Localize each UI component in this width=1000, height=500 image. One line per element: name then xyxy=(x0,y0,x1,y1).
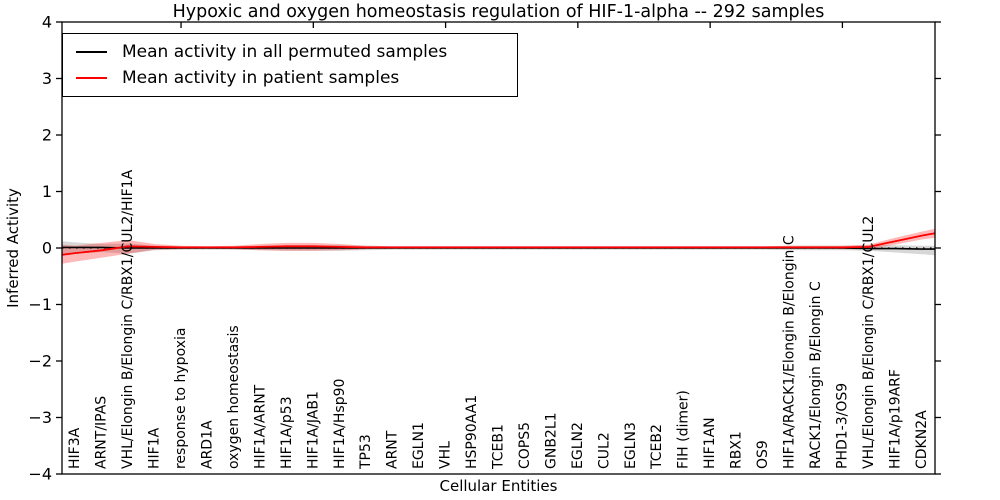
y-tick-label: 4 xyxy=(42,13,52,32)
confidence-band-1 xyxy=(62,228,935,264)
x-tick-label: HIF1A/p53 xyxy=(279,396,295,469)
x-tick-label: OS9 xyxy=(755,440,771,469)
legend-label: Mean activity in all permuted samples xyxy=(122,42,448,62)
y-tick-label: 0 xyxy=(42,239,52,258)
x-tick-label: TP53 xyxy=(358,434,374,470)
x-tick-label: HIF1A/Hsp90 xyxy=(332,379,348,469)
legend-item-permuted: Mean activity in all permuted samples xyxy=(76,39,517,65)
x-tick-label: oxygen homeostasis xyxy=(226,325,242,469)
legend-item-patient: Mean activity in patient samples xyxy=(76,65,517,91)
x-tick-label: COPS5 xyxy=(517,422,533,469)
x-tick-label: CDKN2A xyxy=(914,410,930,469)
y-tick-label: 2 xyxy=(42,126,52,145)
x-tick-label: ARNT xyxy=(385,430,401,469)
x-tick-label: EGLN1 xyxy=(411,422,427,469)
x-tick-label: HIF1A/ARNT xyxy=(252,384,268,469)
x-tick-label: HIF1A/JAB1 xyxy=(305,391,321,469)
x-tick-label: VHL/Elongin B/Elongin C/RBX1/CUL2 xyxy=(861,216,877,469)
y-tick-label: −3 xyxy=(28,408,52,427)
x-tick-label: EGLN3 xyxy=(623,422,639,469)
x-tick-label: ARNT/IPAS xyxy=(94,396,110,469)
legend: Mean activity in all permuted samples Me… xyxy=(62,33,518,97)
x-tick-label: GNB2L1 xyxy=(543,412,559,469)
x-tick-label: TCEB2 xyxy=(649,424,665,470)
y-tick-label: 1 xyxy=(42,182,52,201)
x-axis-label: Cellular Entities xyxy=(439,477,558,495)
x-tick-label: HIF1AN xyxy=(702,417,718,469)
x-tick-label: PHD1-3/OS9 xyxy=(834,383,850,469)
x-tick-label: ARD1A xyxy=(200,420,216,469)
x-tick-label: FIH (dimer) xyxy=(676,390,692,469)
x-tick-label: TCEB1 xyxy=(491,424,507,470)
y-tick-label: −2 xyxy=(28,352,52,371)
x-tick-label: VHL xyxy=(438,441,454,469)
y-axis-label: Inferred Activity xyxy=(4,188,23,308)
x-tick-label: VHL/Elongin B/Elongin C/RBX1/CUL2/HIF1A xyxy=(120,169,136,469)
x-tick-label: EGLN2 xyxy=(570,422,586,469)
y-tick-label: −4 xyxy=(28,465,52,484)
x-tick-label: HIF1A/RACK1/Elongin B/Elongin C xyxy=(782,235,798,469)
x-tick-label: HIF1A xyxy=(147,427,163,469)
x-tick-label: HIF3A xyxy=(67,427,83,469)
x-tick-label: HSP90AA1 xyxy=(464,395,480,469)
legend-line-patient-icon xyxy=(76,77,107,79)
x-tick-label: response to hypoxia xyxy=(173,328,189,469)
x-tick-label: HIF1A/p19ARF xyxy=(887,369,903,469)
x-tick-label: CUL2 xyxy=(596,432,612,469)
y-tick-label: 3 xyxy=(42,69,52,88)
chart-title: Hypoxic and oxygen homeostasis regulatio… xyxy=(172,2,825,22)
y-tick-label: −1 xyxy=(28,295,52,314)
x-tick-label: RACK1/Elongin B/Elongin C xyxy=(808,281,824,469)
series-line-patient xyxy=(61,232,936,256)
x-tick-label: RBX1 xyxy=(729,431,745,469)
legend-line-permuted-icon xyxy=(76,51,107,53)
legend-label: Mean activity in patient samples xyxy=(122,68,400,88)
